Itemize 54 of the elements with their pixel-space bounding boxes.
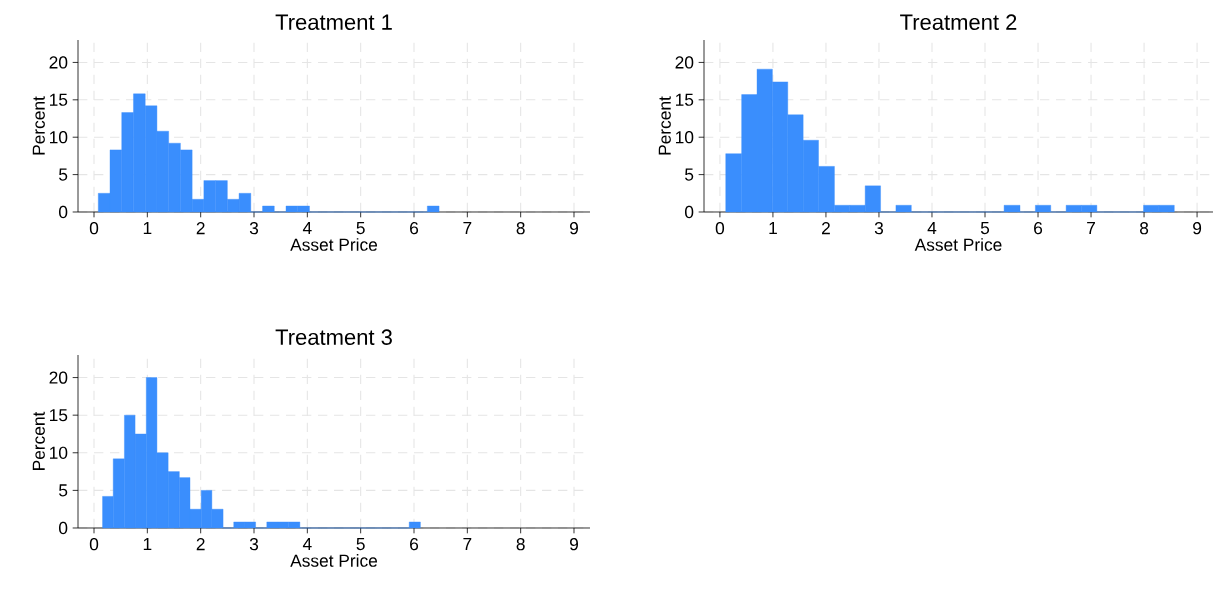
x-tick-label: 4 (302, 222, 312, 234)
x-tick-label: 5 (356, 222, 365, 235)
x-tick-label: 2 (822, 222, 830, 235)
y-axis-title: Percent (32, 96, 45, 155)
x-tick-label: 3 (249, 222, 259, 235)
x-tick-label: 1 (143, 538, 152, 550)
x-tick-label: 6 (1034, 222, 1043, 235)
x-tick-label: 6 (410, 538, 419, 551)
y-tick-label: 5 (59, 484, 68, 497)
chart-title: Treatment 2 (900, 14, 1017, 30)
y-tick-label: 5 (685, 168, 694, 181)
x-tick-label: 6 (410, 222, 419, 235)
chart-title: Treatment 1 (275, 14, 392, 30)
x-tick-label: 5 (980, 222, 990, 235)
x-tick-label: 1 (143, 222, 152, 234)
x-axis-title: Asset Price (290, 554, 378, 567)
x-tick-label: 0 (89, 222, 99, 235)
x-tick-label: 1 (769, 222, 777, 234)
y-axis-title: Percent (658, 96, 671, 155)
x-tick-label: 2 (196, 222, 205, 235)
x-tick-label: 9 (569, 222, 578, 235)
x-tick-label: 3 (249, 538, 259, 551)
x-tick-label: 0 (89, 538, 99, 551)
x-tick-label: 0 (715, 222, 725, 235)
y-tick-label: 10 (50, 131, 68, 144)
x-tick-label: 8 (516, 538, 525, 551)
y-tick-label: 15 (676, 93, 694, 106)
x-tick-label: 3 (874, 222, 884, 235)
x-tick-label: 4 (927, 222, 937, 234)
x-tick-label: 8 (516, 222, 525, 235)
x-tick-label: 2 (196, 538, 205, 551)
x-tick-label: 7 (463, 222, 472, 234)
y-tick-label: 15 (50, 93, 68, 106)
y-axis-title: Percent (32, 411, 45, 470)
y-tick-label: 10 (50, 446, 68, 459)
x-axis-title: Asset Price (914, 238, 1002, 251)
y-tick-label: 0 (59, 205, 68, 219)
y-tick-label: 20 (49, 371, 68, 384)
y-tick-label: 0 (59, 521, 68, 535)
x-tick-label: 4 (302, 538, 312, 550)
x-tick-label: 7 (1087, 222, 1095, 234)
x-tick-label: 7 (463, 538, 472, 550)
chart-title: Treatment 3 (275, 329, 392, 345)
y-tick-label: 5 (59, 168, 68, 181)
y-tick-label: 15 (50, 409, 68, 422)
y-tick-label: 20 (675, 56, 694, 69)
x-tick-label: 8 (1139, 222, 1149, 235)
x-tick-label: 9 (1193, 222, 1202, 235)
y-tick-label: 10 (676, 131, 694, 144)
x-tick-label: 9 (569, 538, 578, 551)
y-tick-label: 0 (684, 205, 694, 219)
x-axis-title: Asset Price (290, 238, 378, 251)
x-tick-label: 5 (356, 538, 365, 551)
y-tick-label: 20 (49, 56, 68, 69)
